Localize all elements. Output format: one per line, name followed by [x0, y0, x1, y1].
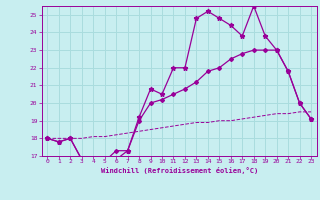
X-axis label: Windchill (Refroidissement éolien,°C): Windchill (Refroidissement éolien,°C): [100, 167, 258, 174]
